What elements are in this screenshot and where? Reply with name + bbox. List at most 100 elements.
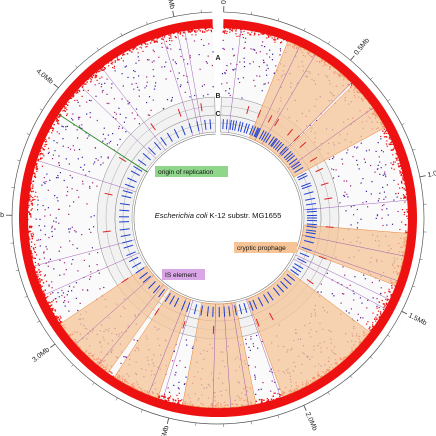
outer-band-point	[56, 119, 58, 121]
outer-band-point	[187, 30, 189, 32]
scatter-point	[360, 317, 362, 319]
scatter-point	[377, 164, 379, 166]
scatter-point	[171, 97, 173, 99]
axis-tick	[412, 149, 416, 151]
scatter-point	[51, 231, 53, 233]
scatter-point	[185, 376, 187, 378]
scatter-point	[88, 135, 90, 137]
outer-band-point	[38, 269, 40, 271]
scatter-point	[50, 305, 52, 307]
outer-band-point	[122, 54, 124, 56]
track-c-mark	[148, 147, 156, 156]
is-element-line	[75, 274, 154, 345]
scatter-point	[68, 310, 70, 312]
outer-band-point	[94, 74, 97, 76]
scatter-point	[264, 46, 266, 48]
scatter-point	[30, 230, 32, 233]
outer-band-point	[390, 294, 392, 296]
scatter-point	[385, 298, 387, 300]
scatter-point	[370, 193, 372, 195]
scatter-point	[51, 287, 53, 289]
scatter-point	[272, 53, 274, 55]
scatter-point	[118, 125, 120, 128]
scatter-point	[61, 294, 63, 297]
scatter-point	[252, 48, 254, 50]
scatter-point	[261, 401, 263, 403]
outer-band-point	[155, 40, 157, 42]
outer-band-point	[58, 318, 60, 320]
outer-band-point	[222, 31, 224, 33]
track-b-mark	[309, 156, 318, 162]
scatter-point	[383, 306, 385, 308]
outer-band-point	[34, 266, 36, 269]
scatter-point	[401, 172, 404, 174]
scatter-point	[82, 289, 84, 291]
track-c-mark	[268, 136, 275, 146]
scatter-point	[113, 98, 115, 100]
outer-band-point	[168, 397, 171, 399]
track-c-mark	[283, 151, 292, 159]
scatter-point	[391, 164, 394, 166]
scatter-point	[61, 289, 63, 292]
scatter-point	[57, 119, 60, 122]
outer-band-point	[389, 291, 391, 293]
scatter-point	[38, 264, 40, 267]
outer-band-point	[270, 398, 273, 400]
scatter-point	[137, 56, 139, 58]
scatter-point	[65, 269, 67, 271]
scatter-point	[175, 63, 177, 65]
scatter-point	[337, 282, 339, 284]
scatter-point	[357, 313, 359, 315]
scatter-point	[226, 65, 228, 67]
scatter-point	[187, 63, 189, 65]
scatter-point	[31, 204, 33, 206]
scatter-point	[370, 164, 372, 167]
scatter-point	[352, 156, 354, 158]
scatter-point	[78, 118, 80, 120]
scatter-point	[41, 147, 43, 149]
scatter-point	[101, 91, 103, 93]
scatter-point	[97, 252, 99, 254]
scatter-point	[53, 268, 55, 270]
scatter-point	[239, 61, 241, 63]
scatter-point	[32, 255, 34, 257]
scatter-point	[228, 92, 230, 94]
scatter-point	[273, 72, 275, 74]
scatter-point	[114, 70, 116, 72]
scatter-point	[72, 96, 74, 98]
scatter-point	[383, 204, 385, 206]
scatter-point	[333, 295, 335, 297]
outer-band-point	[158, 396, 161, 398]
scatter-point	[104, 138, 106, 140]
scatter-point	[65, 103, 67, 105]
scatter-point	[127, 103, 129, 105]
scatter-point	[58, 155, 60, 157]
track-c-mark	[237, 121, 241, 132]
scatter-point	[202, 95, 205, 97]
track-b-mark	[315, 167, 324, 173]
scatter-point	[48, 301, 50, 303]
scatter-point	[400, 168, 402, 170]
scatter-point	[97, 269, 99, 271]
scatter-point	[48, 261, 50, 263]
tick-label-7: 3.5Mb	[0, 212, 4, 219]
scatter-point	[78, 116, 80, 118]
scatter-point	[363, 158, 365, 160]
scatter-point	[212, 51, 214, 53]
scatter-point	[356, 147, 358, 149]
scatter-point	[267, 67, 269, 70]
scatter-point	[113, 65, 116, 67]
scatter-point	[183, 59, 185, 61]
scatter-point	[35, 191, 37, 193]
scatter-point	[361, 302, 363, 304]
scatter-point	[390, 295, 392, 297]
scatter-point	[225, 90, 227, 92]
track-b-mark	[104, 192, 113, 196]
scatter-point	[51, 235, 53, 237]
scatter-point	[406, 198, 408, 200]
scatter-point	[106, 93, 108, 95]
outer-band-point	[396, 157, 398, 160]
scatter-point	[127, 76, 129, 78]
scatter-point	[89, 112, 91, 114]
scatter-point	[118, 107, 120, 109]
